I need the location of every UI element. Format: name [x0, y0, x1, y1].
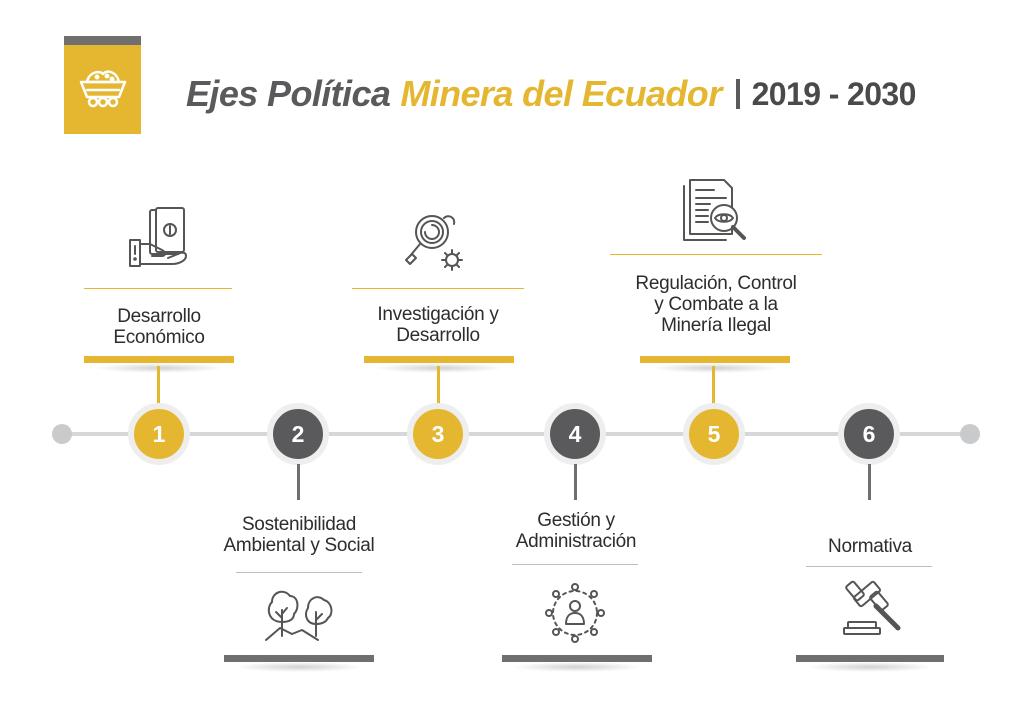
- axis-5-divider: [610, 254, 822, 255]
- axis-3-stem: [437, 366, 440, 404]
- axis-6-divider: [806, 566, 932, 567]
- axis-3-label-line1: Investigación y: [377, 304, 499, 325]
- axis-6-label-line1: Normativa: [828, 536, 912, 557]
- axis-2-divider: [236, 572, 362, 573]
- axis-6-bar: [796, 655, 944, 662]
- timeline-start-dot: [52, 424, 72, 444]
- axis-2-label-line2: Ambiental y Social: [223, 535, 375, 556]
- axis-5-node: 5: [683, 403, 745, 465]
- axis-1-label: Desarrollo Económico: [84, 306, 234, 348]
- axis-2-node: 2: [267, 403, 329, 465]
- network-person-icon: [544, 582, 606, 644]
- axis-4-stem: [574, 464, 577, 500]
- timeline-line: [62, 432, 970, 436]
- axis-5-bar: [640, 356, 790, 363]
- axis-4-bar: [502, 655, 652, 662]
- title-part-1: Ejes Política: [186, 73, 391, 114]
- axis-4-label: Gestión y Administración: [494, 510, 658, 552]
- axis-3-label-line2: Desarrollo: [396, 325, 480, 346]
- title-separator: [735, 79, 740, 109]
- axis-2-label-line1: Sostenibilidad: [241, 514, 357, 535]
- page-title: Ejes Política Minera del Ecuador 2019 - …: [186, 68, 916, 120]
- axis-4-bar-shadow: [512, 662, 642, 672]
- header-accent-bar: [64, 36, 141, 45]
- title-part-2: Minera del Ecuador: [400, 73, 722, 114]
- axis-4-node: 4: [544, 403, 606, 465]
- axis-2-label: Sostenibilidad Ambiental y Social: [212, 514, 386, 556]
- axis-1-label-line1: Desarrollo: [117, 306, 201, 327]
- axis-1-bar: [84, 356, 234, 363]
- title-years: 2019 - 2030: [751, 75, 917, 112]
- header-icon-box: [64, 45, 141, 134]
- axis-1-stem: [157, 366, 160, 404]
- axis-4-label-line1: Gestión y: [537, 510, 615, 531]
- axis-6-bar-shadow: [806, 662, 934, 672]
- axis-3-node: 3: [407, 403, 469, 465]
- mine-cart-icon: [77, 64, 129, 115]
- axis-3-bar: [364, 356, 514, 363]
- axis-2-bar-shadow: [234, 662, 364, 672]
- axis-5-label-line2: y Combate a la: [654, 294, 778, 315]
- axis-1-label-line2: Económico: [113, 327, 205, 348]
- axis-2-bar: [224, 655, 374, 662]
- axis-5-stem: [712, 366, 715, 404]
- axis-4-label-line2: Administración: [515, 531, 637, 552]
- axis-6-label: Normativa: [790, 536, 950, 557]
- research-gears-icon: [402, 208, 472, 274]
- axis-4-divider: [512, 564, 638, 565]
- axis-2-stem: [297, 464, 300, 500]
- timeline-end-dot: [960, 424, 980, 444]
- axis-6-stem: [868, 464, 871, 500]
- axis-1-divider: [84, 288, 232, 289]
- gavel-icon: [842, 578, 904, 636]
- axis-5-label-line3: Minería Ilegal: [661, 315, 771, 336]
- trees-icon: [262, 584, 338, 644]
- axis-5-label-line1: Regulación, Control: [635, 273, 797, 294]
- axis-3-label: Investigación y Desarrollo: [352, 304, 524, 346]
- axis-5-bar-shadow: [650, 363, 780, 373]
- money-hand-icon: [128, 206, 194, 272]
- axis-6-node: 6: [838, 403, 900, 465]
- axis-3-divider: [352, 288, 524, 289]
- axis-1-node: 1: [128, 403, 190, 465]
- axis-5-label: Regulación, Control y Combate a la Miner…: [610, 273, 822, 336]
- document-inspection-icon: [680, 176, 752, 248]
